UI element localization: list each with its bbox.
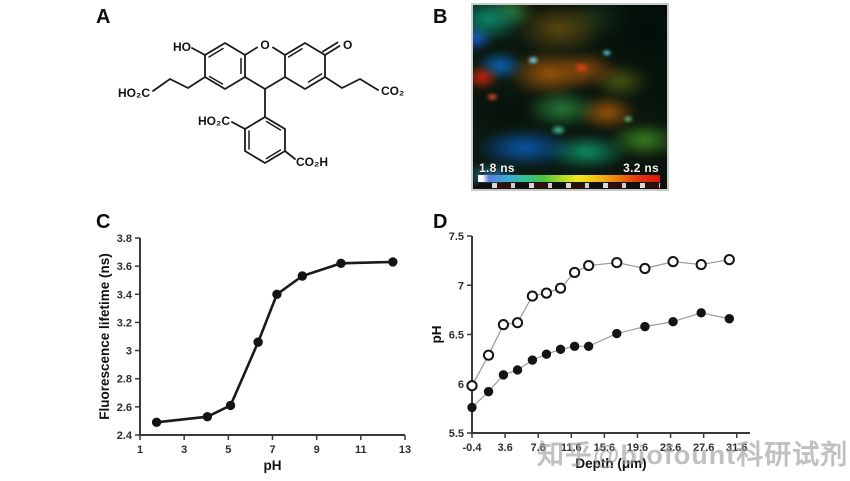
data-point: [541, 349, 552, 359]
x-tick-label: 23.6: [660, 442, 681, 454]
y-tick-label: 3.6: [117, 261, 132, 273]
x-tick-label: 11: [355, 444, 367, 456]
flim-scale-strip: [478, 183, 660, 188]
y-tick-label: 7: [458, 280, 464, 292]
data-point: [511, 317, 524, 329]
xanthene-oxygen-label: O: [260, 38, 269, 52]
ketone-oxygen-label: O: [343, 38, 352, 52]
x-tick-label: 7: [269, 444, 275, 456]
data-point: [568, 266, 581, 279]
y-tick-label: 3.2: [117, 317, 132, 329]
x-axis-label: pH: [264, 458, 282, 473]
chart-axis: [471, 236, 750, 434]
series-line: [156, 260, 393, 424]
flim-image: 1.8 ns 3.2 ns: [471, 3, 669, 191]
chart-lifetime-vs-ph: 2.42.62.833.23.43.63.81 3 5 7 9 11 13pHFluores…: [97, 233, 411, 473]
data-point: [569, 341, 580, 352]
x-tick-label: 27.6: [693, 442, 714, 454]
data-point: [640, 321, 650, 332]
x-tick-label: 19.6: [627, 442, 648, 454]
data-point: [555, 344, 566, 354]
panel-b-label: B: [433, 6, 448, 28]
y-axis-label: pH: [432, 326, 444, 344]
x-axis-label: Depth (μm): [575, 456, 646, 471]
data-point: [202, 412, 213, 422]
flim-texture-specks: [473, 5, 667, 189]
data-point: [497, 319, 510, 331]
data-point: [612, 328, 622, 339]
phenyl-acid-upper-label: HO₂C: [198, 114, 230, 128]
series-line: [471, 259, 730, 387]
data-point: [724, 314, 735, 324]
hydroxyl-label: HO: [173, 40, 191, 54]
data-point: [554, 282, 567, 294]
series-line: [471, 312, 730, 408]
data-point: [253, 337, 263, 347]
y-tick-label: 3: [126, 346, 132, 358]
y-axis-label: Fluorescence lifetime (ns): [97, 253, 112, 420]
data-point: [527, 355, 538, 365]
x-tick-label: -0.4: [463, 442, 483, 454]
data-point: [696, 308, 706, 318]
x-tick-label: 11.6: [561, 442, 582, 454]
data-point: [297, 271, 308, 281]
data-point: [151, 417, 162, 428]
data-point: [583, 259, 595, 272]
data-point: [512, 365, 523, 375]
data-point: [272, 289, 282, 299]
panel-a-label: A: [96, 6, 111, 28]
data-point: [583, 341, 594, 352]
data-point: [611, 256, 623, 269]
y-tick-label: 7.5: [449, 231, 464, 243]
data-point: [668, 316, 678, 327]
structure-atom-labels: O HO O HO₂C CO₂H HO₂C CO₂H: [118, 38, 405, 169]
y-tick-label: 3.4: [117, 289, 133, 301]
y-tick-label: 3.8: [117, 233, 132, 245]
flim-scale-min-label: 1.8 ns: [479, 161, 515, 175]
data-point: [723, 254, 735, 266]
data-point: [467, 402, 477, 413]
data-point: [388, 257, 398, 267]
left-chain-acid-label: HO₂C: [118, 86, 150, 100]
structure-bonds: [152, 41, 379, 165]
data-point: [639, 262, 651, 275]
flim-scale-max-label: 3.2 ns: [623, 161, 659, 175]
y-tick-label: 2.6: [117, 402, 132, 414]
data-point: [336, 258, 346, 269]
y-tick-label: 6: [458, 379, 464, 391]
y-tick-label: 6.5: [449, 330, 464, 342]
watermark: 知乎@biofount科研试剂: [537, 440, 849, 470]
x-tick-label: 5: [225, 444, 231, 456]
data-point: [466, 380, 478, 392]
chemical-structure: O HO O HO₂C CO₂H HO₂C CO₂H: [118, 38, 405, 169]
data-point: [225, 400, 236, 411]
y-tick-label: 2.4: [117, 430, 133, 442]
panel-c-label: C: [96, 211, 111, 233]
data-point: [498, 370, 509, 380]
x-tick-label: 13: [399, 444, 411, 456]
panel-d-label: D: [433, 211, 448, 233]
phenyl-acid-lower-label: CO₂H: [296, 155, 328, 169]
y-tick-label: 2.8: [117, 374, 132, 386]
chart-ph-vs-depth: 5.5 6 6.5 7 7.5 -0.4 3.6 7.6 11.6 15.6 19.6 23.6 27.…: [432, 231, 750, 471]
right-chain-acid-label: CO₂H: [381, 84, 405, 98]
x-tick-label: 1: [137, 444, 143, 456]
y-tick-label: 5.5: [449, 428, 464, 440]
chart-axis: [139, 238, 405, 436]
data-point: [483, 386, 494, 397]
data-point: [540, 287, 553, 299]
data-point: [667, 256, 679, 268]
x-tick-label: 3: [181, 444, 187, 456]
x-tick-label: 3.6: [497, 442, 512, 454]
data-point: [482, 349, 495, 361]
data-point: [526, 290, 538, 302]
data-point: [695, 258, 707, 271]
flim-colorbar: [478, 175, 660, 182]
x-tick-label: 31.6: [726, 442, 747, 454]
x-tick-label: 15.6: [594, 442, 615, 454]
x-tick-label: 7.6: [531, 442, 546, 454]
x-tick-label: 9: [314, 444, 320, 456]
